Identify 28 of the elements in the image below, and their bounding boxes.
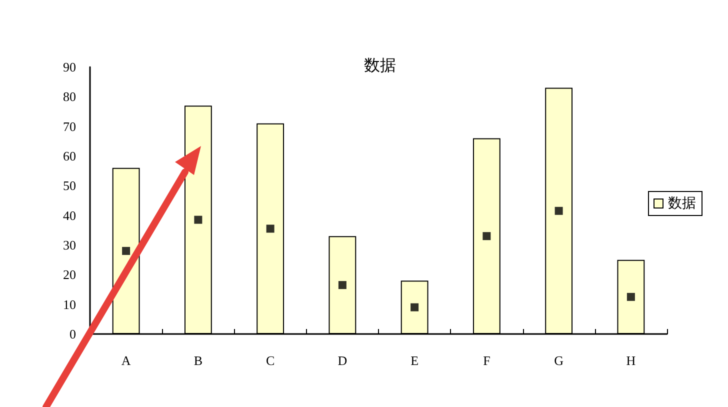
y-tick-label: 90 xyxy=(63,60,76,74)
x-tick-label: F xyxy=(483,353,490,368)
chart-title: 数据 xyxy=(364,56,396,74)
point xyxy=(122,246,130,255)
point xyxy=(266,224,274,233)
y-tick-label: 10 xyxy=(63,296,76,312)
x-tick-label: D xyxy=(338,353,348,368)
y-tick-label: 50 xyxy=(63,178,76,194)
point xyxy=(554,206,563,215)
x-tick-label: B xyxy=(194,353,203,368)
point xyxy=(194,216,202,224)
legend-label: 数据 xyxy=(668,196,696,212)
y-tick-label: 20 xyxy=(63,267,76,282)
x-tick-label: E xyxy=(410,353,419,368)
point xyxy=(338,281,346,290)
x-tick-label: H xyxy=(626,353,636,368)
y-tick-label: 0 xyxy=(70,326,76,342)
y-tick-label: 30 xyxy=(63,238,76,252)
y-tick-label: 40 xyxy=(63,208,76,223)
x-tick-label: G xyxy=(554,353,564,368)
point xyxy=(626,292,635,301)
point xyxy=(482,232,491,240)
point xyxy=(410,303,419,312)
x-tick-label: A xyxy=(121,353,132,368)
y-tick-label: 60 xyxy=(63,148,76,164)
x-tick-label: C xyxy=(266,353,275,368)
y-tick-label: 80 xyxy=(63,89,76,104)
y-tick-label: 70 xyxy=(63,118,76,134)
